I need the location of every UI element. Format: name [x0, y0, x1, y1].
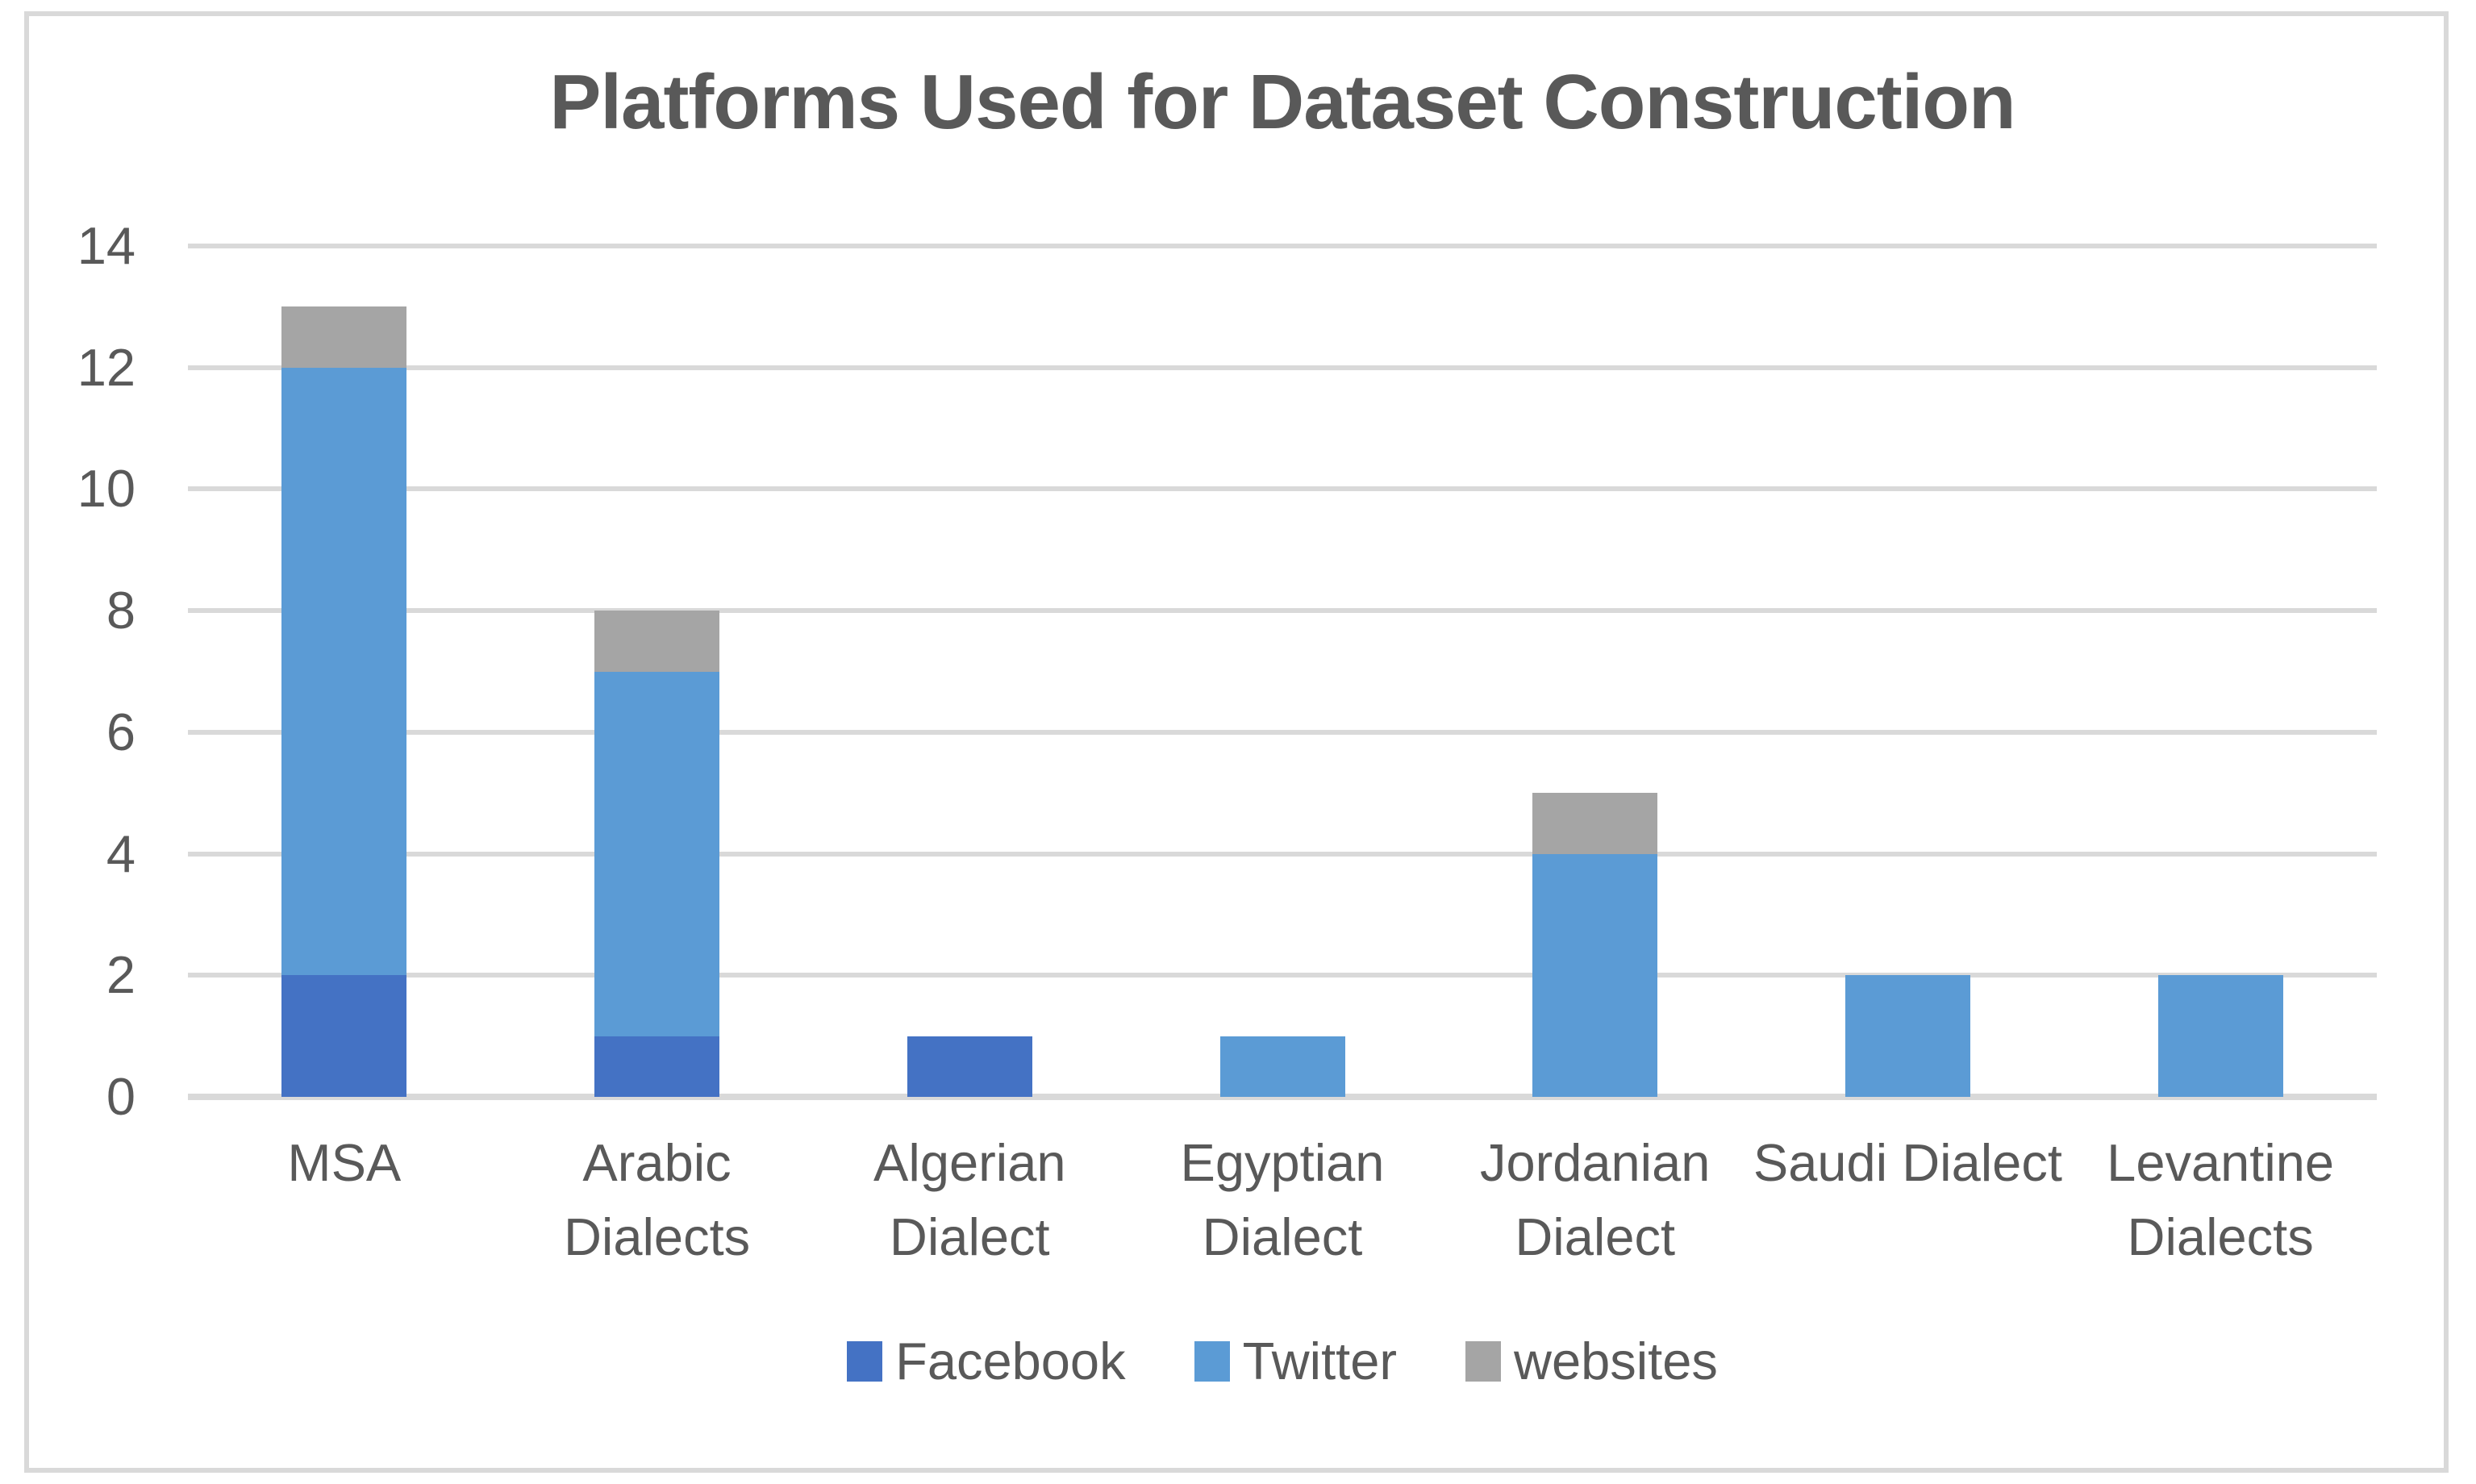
bar-segment-twitter [2157, 975, 2283, 1097]
bar-segment-websites [281, 306, 407, 368]
x-category-label: Arabic Dialects [563, 1133, 751, 1267]
y-tick-label-8: 8 [106, 581, 135, 640]
bar-segment-twitter [594, 671, 720, 1036]
bar-levantine-dialects [2157, 975, 2283, 1097]
x-category-label: Saudi Dialect [1753, 1133, 2062, 1192]
chart-frame [24, 11, 2449, 1473]
x-category-label: Levantine Dialects [2107, 1133, 2335, 1267]
y-tick-label-6: 6 [106, 702, 135, 761]
gridline-14 [188, 244, 2377, 248]
bar-segment-websites [1532, 793, 1658, 854]
legend: Facebook Twitter websites [188, 1335, 2377, 1387]
legend-swatch-icon [1465, 1340, 1501, 1382]
y-tick-label-0: 0 [106, 1067, 135, 1126]
bar-segment-websites [594, 611, 720, 672]
bar-segment-twitter [1219, 1036, 1345, 1097]
legend-label: Twitter [1242, 1332, 1397, 1390]
y-tick-label-10: 10 [77, 459, 135, 519]
bar-msa [281, 306, 407, 1097]
bar-egyptian-dialect [1219, 1036, 1345, 1097]
legend-swatch-icon [1194, 1340, 1230, 1382]
x-category-label: Algerian Dialect [873, 1133, 1066, 1267]
y-tick-label-12: 12 [77, 337, 135, 397]
x-category-label: MSA [287, 1133, 402, 1192]
y-tick-label-4: 4 [106, 823, 135, 883]
bar-segment-facebook [594, 1036, 720, 1097]
x-category-label: Egyptian Dialect [1180, 1133, 1385, 1267]
legend-item-twitter: Twitter [1194, 1335, 1397, 1387]
bar-saudi-dialect [1844, 975, 1970, 1097]
bar-segment-facebook [281, 975, 407, 1097]
gridline-12 [188, 365, 2377, 370]
legend-item-websites: websites [1465, 1335, 1718, 1387]
bar-segment-facebook [907, 1036, 1032, 1097]
x-axis: MSA Arabic Dialects Algerian Dialect Egypti… [188, 1126, 2377, 1311]
bar-jordanian-dialect [1532, 793, 1658, 1097]
gridline-6 [188, 729, 2377, 735]
legend-swatch-icon [847, 1340, 883, 1382]
y-tick-label-2: 2 [106, 945, 135, 1005]
bar-arabic-dialects [594, 611, 720, 1097]
gridline-0 [188, 1094, 2377, 1100]
x-category-label: Jordanian Dialect [1479, 1133, 1711, 1267]
legend-label: websites [1514, 1332, 1718, 1390]
y-axis: 0 2 4 6 8 10 12 14 [0, 216, 145, 1126]
y-tick-label-14: 14 [77, 216, 135, 275]
gridline-10 [188, 486, 2377, 492]
legend-label: Facebook [895, 1332, 1126, 1390]
plot-area [188, 244, 2377, 1100]
gridline-4 [188, 851, 2377, 857]
legend-item-facebook: Facebook [847, 1332, 1126, 1390]
bar-algerian-dialect [907, 1036, 1032, 1097]
bar-segment-twitter [1532, 853, 1658, 1097]
chart-title: Platforms Used for Dataset Construction [549, 59, 2015, 145]
gridline-8 [188, 608, 2377, 614]
bar-segment-twitter [1844, 975, 1970, 1097]
bar-segment-twitter [281, 367, 407, 976]
gridline-2 [188, 973, 2377, 978]
